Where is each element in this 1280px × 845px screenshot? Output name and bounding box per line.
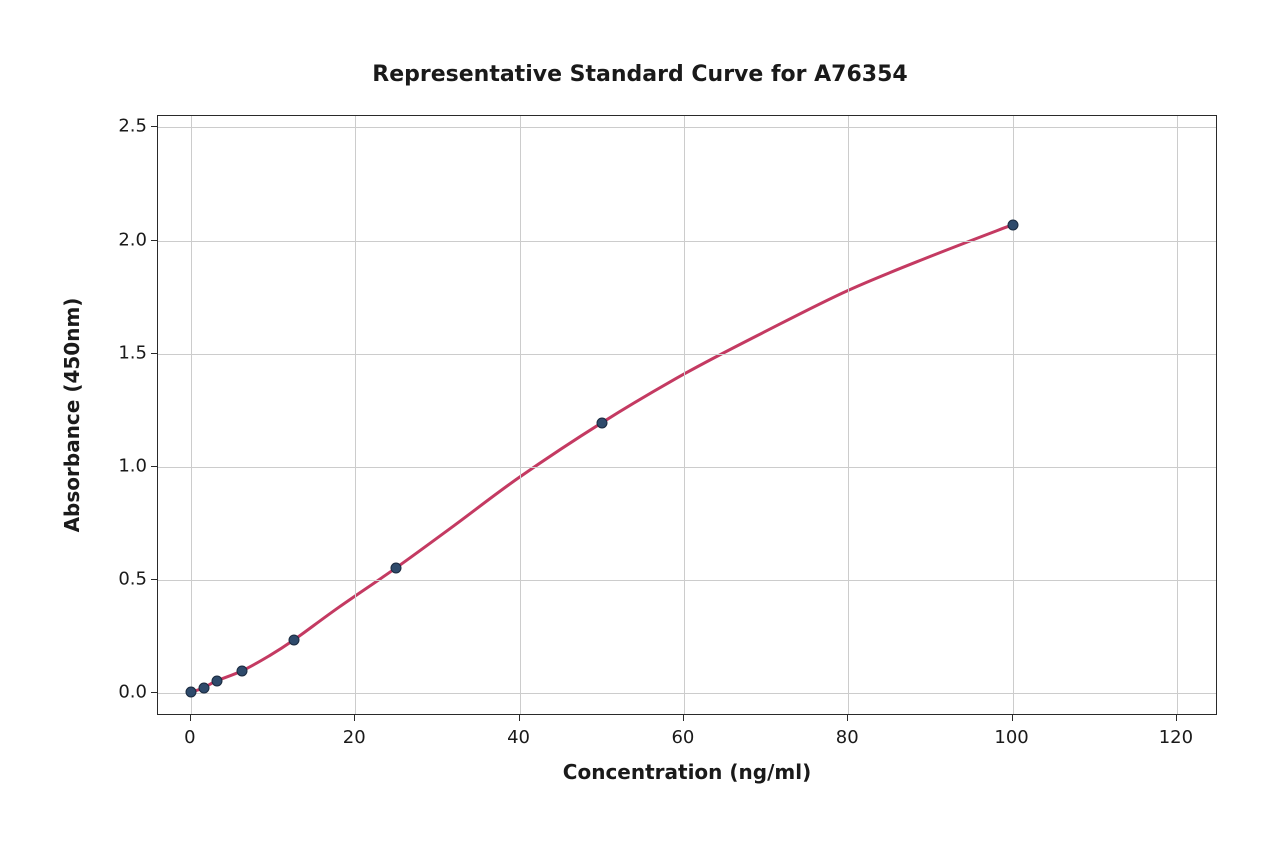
grid-line-vertical bbox=[1013, 116, 1014, 714]
x-tick-label: 60 bbox=[671, 727, 694, 748]
data-point-marker bbox=[596, 417, 607, 428]
data-point-marker bbox=[288, 635, 299, 646]
y-tick-label: 0.5 bbox=[107, 569, 147, 590]
x-tick bbox=[683, 715, 684, 721]
x-axis-label: Concentration (ng/ml) bbox=[157, 760, 1217, 784]
grid-line-horizontal bbox=[158, 241, 1216, 242]
grid-line-horizontal bbox=[158, 467, 1216, 468]
x-tick bbox=[1012, 715, 1013, 721]
x-tick bbox=[519, 715, 520, 721]
x-tick-label: 80 bbox=[836, 727, 859, 748]
y-tick bbox=[151, 126, 157, 127]
data-point-marker bbox=[185, 687, 196, 698]
y-tick bbox=[151, 466, 157, 467]
y-tick-label: 0.0 bbox=[107, 682, 147, 703]
x-tick-label: 0 bbox=[184, 727, 195, 748]
y-tick bbox=[151, 579, 157, 580]
y-axis-label: Absorbance (450nm) bbox=[60, 115, 84, 715]
grid-line-horizontal bbox=[158, 354, 1216, 355]
data-point-marker bbox=[211, 675, 222, 686]
grid-line-vertical bbox=[191, 116, 192, 714]
grid-line-vertical bbox=[848, 116, 849, 714]
grid-line-vertical bbox=[684, 116, 685, 714]
y-tick-label: 2.5 bbox=[107, 116, 147, 137]
x-tick bbox=[1176, 715, 1177, 721]
data-point-marker bbox=[198, 682, 209, 693]
y-tick bbox=[151, 353, 157, 354]
grid-line-vertical bbox=[1177, 116, 1178, 714]
curve-line bbox=[158, 116, 1218, 716]
x-tick-label: 40 bbox=[507, 727, 530, 748]
plot-area bbox=[157, 115, 1217, 715]
x-tick-label: 120 bbox=[1159, 727, 1193, 748]
grid-line-horizontal bbox=[158, 693, 1216, 694]
grid-line-horizontal bbox=[158, 127, 1216, 128]
y-tick-label: 2.0 bbox=[107, 229, 147, 250]
y-tick-label: 1.0 bbox=[107, 455, 147, 476]
fitted-curve bbox=[191, 225, 1013, 693]
x-tick-label: 100 bbox=[994, 727, 1028, 748]
data-point-marker bbox=[1007, 219, 1018, 230]
y-tick bbox=[151, 692, 157, 693]
x-tick-label: 20 bbox=[343, 727, 366, 748]
data-point-marker bbox=[237, 665, 248, 676]
x-tick bbox=[190, 715, 191, 721]
x-tick bbox=[354, 715, 355, 721]
standard-curve-chart: Representative Standard Curve for A76354… bbox=[0, 0, 1280, 845]
y-tick-label: 1.5 bbox=[107, 342, 147, 363]
grid-line-horizontal bbox=[158, 580, 1216, 581]
x-tick bbox=[847, 715, 848, 721]
data-point-marker bbox=[391, 562, 402, 573]
grid-line-vertical bbox=[520, 116, 521, 714]
y-tick bbox=[151, 240, 157, 241]
grid-line-vertical bbox=[355, 116, 356, 714]
chart-title: Representative Standard Curve for A76354 bbox=[0, 62, 1280, 87]
